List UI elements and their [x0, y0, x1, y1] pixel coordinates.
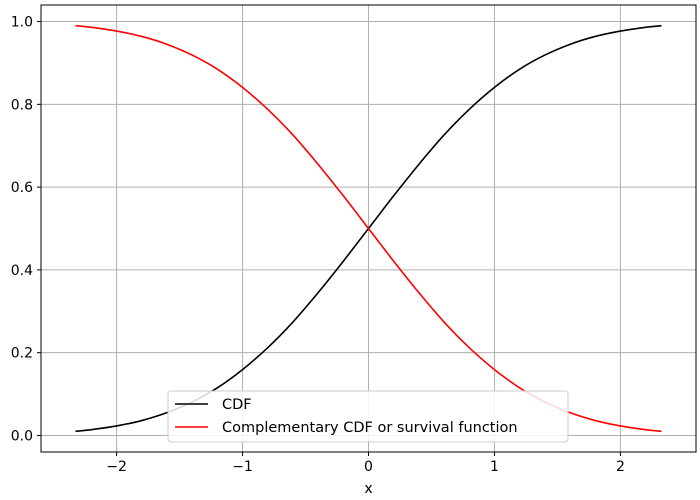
legend-box [167, 390, 569, 443]
x-axis-label: x [364, 481, 372, 497]
x-tick-label: −2 [106, 459, 127, 475]
x-tick-label: −1 [232, 459, 253, 475]
legend-label-0: CDF [222, 397, 252, 413]
x-tick-label: 2 [616, 459, 625, 475]
y-tick-label: 1.0 [11, 15, 33, 31]
x-tick-label: 0 [364, 459, 373, 475]
y-tick-label: 0.0 [11, 428, 33, 444]
legend: CDF Complementary CDF or survival functio… [167, 390, 569, 443]
y-axis: 0.0 0.2 0.4 0.6 0.8 1.0 [11, 15, 41, 444]
y-tick-label: 0.2 [11, 346, 33, 362]
series-layer [75, 24, 662, 433]
y-tick-label: 0.4 [11, 263, 33, 279]
y-tick-label: 0.8 [11, 97, 33, 113]
x-tick-label: 1 [490, 459, 499, 475]
legend-label-1: Complementary CDF or survival function [222, 420, 518, 436]
y-tick-label: 0.6 [11, 180, 33, 196]
x-axis: −2 −1 0 1 2 [106, 452, 625, 475]
series-line-1 [75, 24, 662, 433]
